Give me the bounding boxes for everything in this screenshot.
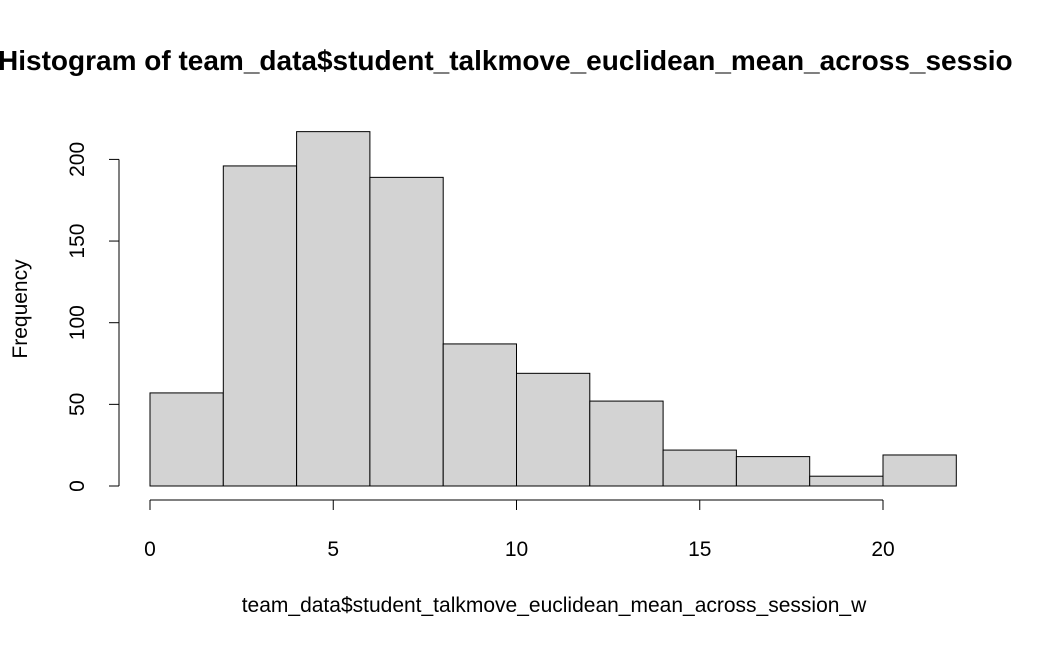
x-tick-label-2: 10 bbox=[505, 538, 528, 561]
y-tick-label-2: 100 bbox=[66, 305, 89, 340]
y-tick-label-1: 50 bbox=[66, 393, 89, 416]
x-axis-label: team_data$student_talkmove_euclidean_mea… bbox=[242, 594, 867, 617]
histogram-bar-6 bbox=[589, 400, 664, 487]
bars-group bbox=[149, 131, 957, 487]
y-axis: 0 50 100 150 200 bbox=[66, 142, 120, 492]
histogram-bar-10 bbox=[882, 454, 957, 487]
x-tick-label-1: 5 bbox=[327, 538, 339, 561]
histogram-bar-4 bbox=[442, 343, 518, 487]
histogram-bar-1 bbox=[222, 165, 298, 487]
x-axis: 0 5 10 15 20 bbox=[144, 499, 895, 561]
histogram-bar-5 bbox=[516, 372, 591, 487]
y-tick-label-0: 0 bbox=[66, 480, 89, 492]
histogram-bar-8 bbox=[735, 456, 811, 487]
histogram-bar-7 bbox=[662, 449, 737, 487]
x-tick-label-3: 15 bbox=[688, 538, 711, 561]
x-tick-label-0: 0 bbox=[144, 538, 156, 561]
histogram-bar-3 bbox=[369, 176, 444, 487]
histogram-bar-2 bbox=[296, 131, 371, 487]
histogram-bar-9 bbox=[809, 475, 884, 487]
y-tick-label-3: 150 bbox=[66, 224, 89, 259]
x-tick-label-4: 20 bbox=[871, 538, 894, 561]
y-axis-label: Frequency bbox=[9, 259, 32, 359]
histogram-bar-0 bbox=[149, 392, 224, 487]
y-tick-label-4: 200 bbox=[66, 142, 89, 177]
chart-title: Histogram of team_data$student_talkmove_… bbox=[0, 45, 1013, 76]
